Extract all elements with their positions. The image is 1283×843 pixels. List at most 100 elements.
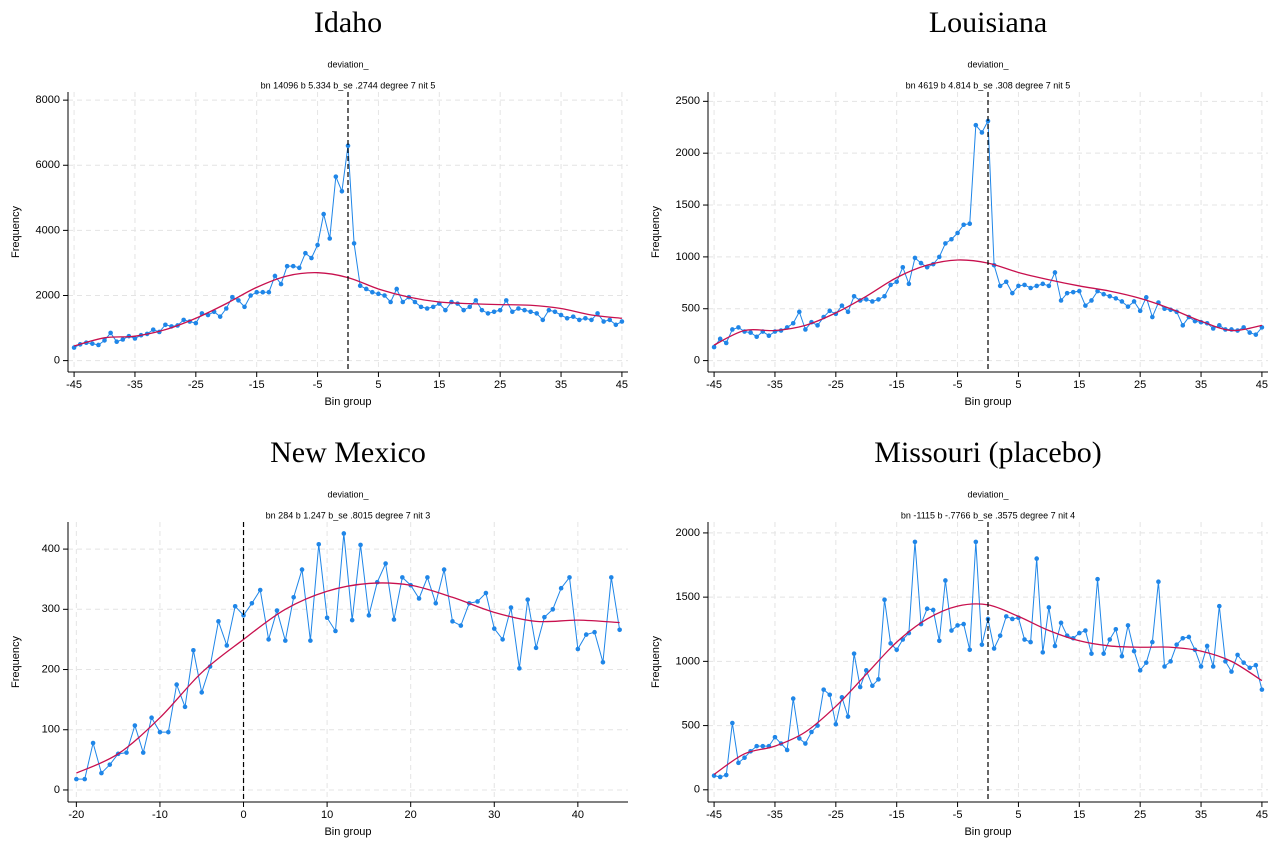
data-point (1058, 620, 1064, 626)
data-point (937, 638, 942, 644)
data-point (803, 741, 808, 746)
data-point (297, 265, 302, 271)
data-point (1010, 616, 1015, 622)
x-tick-label: -45 (706, 379, 722, 391)
data-point (1143, 660, 1149, 665)
y-tick-label: 1000 (676, 655, 700, 667)
panel-title: Idaho (314, 6, 382, 39)
y-tick-label: 6000 (36, 159, 60, 171)
data-point (458, 623, 464, 628)
x-tick-label: 5 (1015, 809, 1021, 821)
data-point (400, 575, 405, 580)
data-point (1028, 285, 1033, 291)
data-point (503, 298, 509, 303)
x-tick-label: 25 (1134, 809, 1146, 821)
data-point (550, 607, 556, 612)
data-point (150, 327, 156, 332)
data-point (736, 325, 741, 330)
data-point (882, 597, 887, 603)
data-point (1119, 653, 1125, 659)
data-point (224, 643, 230, 648)
data-point (575, 646, 581, 652)
y-tick-label: 1000 (676, 251, 700, 263)
data-point (315, 242, 320, 248)
data-point (723, 340, 729, 346)
x-tick-label: -15 (889, 809, 905, 821)
data-point (1101, 291, 1106, 297)
x-tick-label: -35 (127, 379, 143, 391)
data-point (416, 596, 422, 601)
data-point (882, 293, 887, 299)
data-point (140, 750, 146, 755)
data-point (754, 334, 759, 340)
data-point (803, 327, 808, 332)
data-point (316, 541, 322, 547)
data-point (1077, 630, 1082, 636)
x-axis-label: Bin group (324, 826, 371, 838)
data-point (845, 309, 851, 315)
data-point (191, 647, 196, 653)
data-point (912, 539, 918, 545)
data-point (1174, 642, 1179, 647)
data-point (254, 289, 259, 295)
data-point (274, 608, 280, 613)
data-point (937, 254, 942, 260)
data-point (1089, 651, 1094, 656)
data-point (730, 327, 735, 332)
x-tick-label: 35 (555, 379, 567, 391)
data-point (1119, 299, 1125, 304)
data-point (400, 299, 406, 305)
data-point (601, 319, 606, 324)
data-point (1229, 669, 1234, 674)
data-point (760, 743, 766, 749)
data-point (430, 304, 436, 310)
x-tick-label: 0 (240, 809, 246, 821)
data-point (74, 776, 79, 782)
data-point (589, 317, 594, 323)
data-point (1058, 298, 1064, 303)
data-point (1247, 330, 1253, 335)
data-point (391, 617, 397, 622)
panel-subtitle: deviation_ (967, 59, 1009, 69)
data-point (333, 174, 339, 179)
data-point (894, 647, 899, 653)
data-point (394, 286, 399, 292)
y-tick-label: 8000 (36, 94, 60, 106)
data-point (558, 585, 564, 591)
panel-subtitle: deviation_ (327, 59, 369, 69)
data-point (617, 627, 622, 633)
data-point (608, 575, 614, 580)
data-point (967, 647, 973, 653)
x-tick-label: -15 (889, 379, 905, 391)
data-point (303, 250, 308, 256)
data-point (357, 283, 363, 289)
data-point (1107, 293, 1113, 299)
data-point (542, 614, 547, 620)
data-point (120, 337, 126, 342)
x-tick-label: -5 (313, 379, 323, 391)
data-point (433, 600, 439, 606)
data-point (534, 311, 539, 316)
data-point (595, 311, 600, 316)
data-point (1247, 665, 1253, 671)
data-point (497, 307, 503, 313)
data-point (241, 613, 246, 618)
panel-subtitle: bn 284 b 1.247 b_se .8015 degree 7 nit 3 (266, 510, 431, 520)
data-point (797, 309, 802, 315)
data-point (99, 770, 104, 776)
data-point (291, 594, 296, 600)
data-point (473, 298, 479, 303)
x-tick-label: 20 (405, 809, 417, 821)
data-point (181, 317, 186, 323)
data-point (711, 773, 717, 778)
data-point (827, 692, 833, 698)
data-point (1210, 326, 1216, 331)
x-tick-label: 15 (1073, 809, 1085, 821)
data-point (1040, 281, 1046, 287)
panel-subtitle: bn 4619 b 4.814 b_se .308 degree 7 nit 5 (906, 80, 1071, 90)
data-point (730, 720, 735, 726)
x-tick-label: 10 (321, 809, 333, 821)
y-tick-label: 500 (682, 303, 700, 315)
data-point (888, 282, 893, 288)
data-point (930, 607, 936, 613)
